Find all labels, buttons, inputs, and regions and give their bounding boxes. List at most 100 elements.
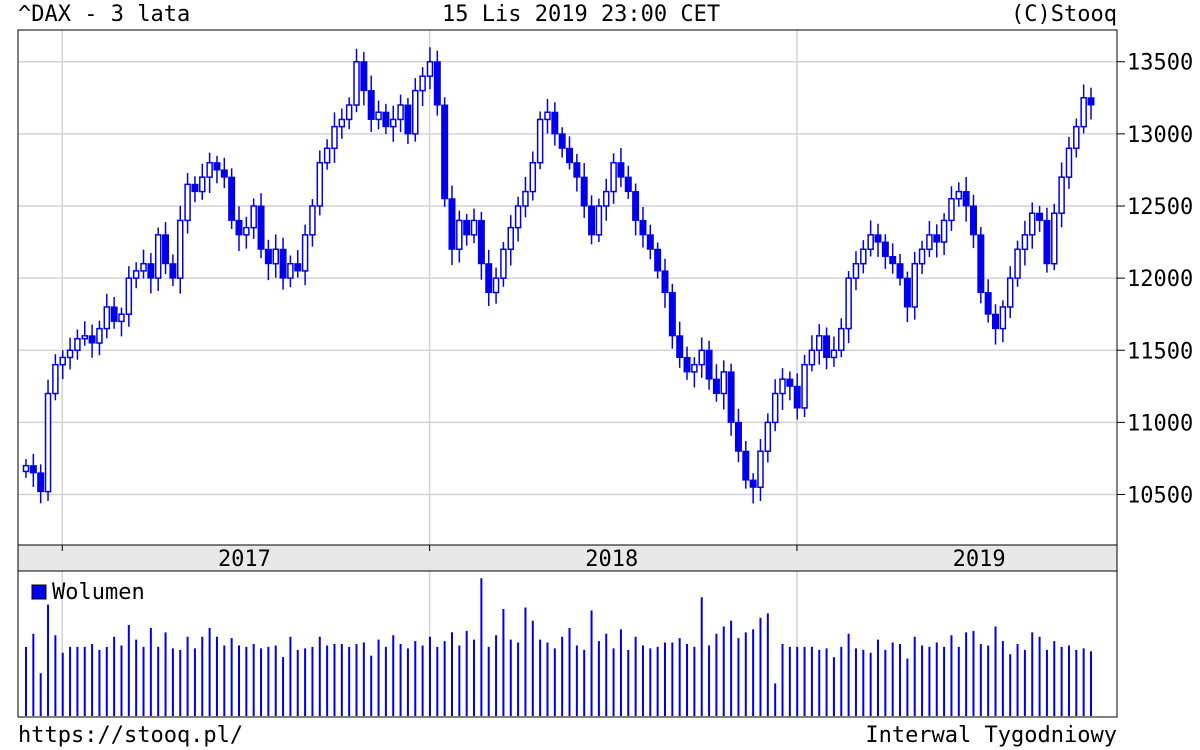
candle bbox=[228, 168, 236, 229]
candle-body-up bbox=[412, 89, 419, 135]
candle bbox=[66, 337, 74, 370]
price-candles bbox=[22, 47, 1095, 504]
candle bbox=[845, 271, 852, 344]
candle bbox=[903, 271, 911, 323]
candle bbox=[44, 379, 52, 501]
candle-body-up bbox=[331, 125, 338, 150]
candle-body-down bbox=[654, 248, 662, 272]
candle-body-up bbox=[323, 147, 331, 164]
candle bbox=[441, 97, 449, 207]
candle-body-down bbox=[992, 313, 1000, 330]
candle bbox=[676, 321, 684, 368]
candle bbox=[536, 111, 544, 170]
candle bbox=[889, 243, 897, 274]
candle-body-up bbox=[955, 190, 963, 200]
candle bbox=[691, 357, 698, 388]
candle-body-down bbox=[969, 205, 977, 236]
candle-body-down bbox=[742, 450, 750, 481]
candle-body-up bbox=[81, 335, 89, 340]
candle-body-up bbox=[426, 60, 434, 77]
candle bbox=[522, 176, 529, 218]
candle-body-down bbox=[169, 263, 177, 279]
candle-body-down bbox=[88, 335, 96, 344]
candle bbox=[749, 473, 757, 504]
candle bbox=[566, 136, 574, 170]
candle bbox=[477, 211, 485, 280]
candle-body-down bbox=[881, 241, 889, 257]
candle-body-up bbox=[948, 198, 955, 222]
candle bbox=[874, 223, 882, 257]
candle-body-down bbox=[903, 277, 911, 308]
candle bbox=[294, 250, 302, 278]
candle-body-up bbox=[999, 306, 1007, 330]
y-tick-label: 13500 bbox=[1127, 51, 1193, 76]
candle bbox=[507, 215, 515, 266]
candle-body-down bbox=[37, 472, 45, 493]
candle-body-up bbox=[1006, 277, 1014, 308]
year-label: 2017 bbox=[218, 547, 271, 572]
candle-body-down bbox=[984, 292, 992, 315]
candle-body-down bbox=[566, 147, 574, 164]
candle bbox=[624, 165, 632, 199]
candle-body-up bbox=[470, 219, 478, 236]
candle bbox=[287, 255, 294, 288]
candle-body-up bbox=[544, 111, 551, 121]
candle-body-down bbox=[823, 335, 831, 358]
candle-body-down bbox=[162, 234, 170, 265]
candle-body-up bbox=[132, 270, 140, 279]
candle bbox=[1006, 266, 1014, 319]
candle bbox=[727, 363, 735, 436]
candle bbox=[801, 355, 808, 418]
candle bbox=[918, 240, 926, 274]
candle-body-up bbox=[838, 327, 845, 352]
candle-body-down bbox=[676, 335, 684, 358]
candle bbox=[500, 242, 507, 287]
candle bbox=[426, 47, 434, 90]
candle-body-up bbox=[287, 262, 294, 279]
candle bbox=[250, 198, 257, 239]
price-plot-frame bbox=[17, 29, 1118, 546]
candle bbox=[456, 210, 463, 263]
candle bbox=[580, 163, 588, 218]
candle bbox=[1073, 118, 1080, 158]
candle bbox=[830, 336, 838, 367]
candle-body-up bbox=[720, 371, 728, 395]
y-tick-label: 11000 bbox=[1127, 411, 1193, 436]
footer-site-link[interactable]: https://stooq.pl/ bbox=[18, 723, 244, 748]
candle bbox=[1036, 205, 1044, 232]
candle bbox=[389, 105, 397, 142]
candle-body-up bbox=[1080, 97, 1087, 128]
candle-body-down bbox=[749, 479, 757, 488]
candle bbox=[867, 220, 874, 257]
candle-body-up bbox=[1014, 248, 1021, 279]
candle bbox=[771, 379, 779, 432]
candle bbox=[323, 139, 331, 170]
candle bbox=[793, 373, 801, 420]
candle bbox=[940, 213, 948, 256]
candle-body-down bbox=[793, 385, 801, 409]
candle bbox=[412, 78, 419, 142]
candle bbox=[492, 267, 500, 304]
candle-body-up bbox=[1028, 212, 1036, 236]
candle bbox=[162, 222, 170, 275]
year-band bbox=[17, 544, 1118, 572]
candle-body-up bbox=[52, 363, 59, 395]
candle-body-up bbox=[59, 356, 66, 366]
candle-body-up bbox=[250, 205, 257, 229]
candle bbox=[911, 251, 918, 320]
candle bbox=[1028, 202, 1036, 249]
candle bbox=[316, 150, 324, 216]
candle-body-up bbox=[522, 190, 529, 207]
candle bbox=[140, 249, 147, 279]
candle bbox=[184, 172, 191, 234]
candle bbox=[1058, 162, 1065, 228]
candle bbox=[639, 207, 647, 248]
candle bbox=[360, 52, 368, 106]
candle-body-down bbox=[933, 234, 941, 243]
candle-body-down bbox=[573, 162, 581, 178]
candle bbox=[962, 176, 970, 222]
candle bbox=[353, 48, 360, 113]
candle bbox=[191, 176, 199, 203]
candle-body-down bbox=[264, 248, 272, 265]
candle bbox=[154, 227, 162, 291]
